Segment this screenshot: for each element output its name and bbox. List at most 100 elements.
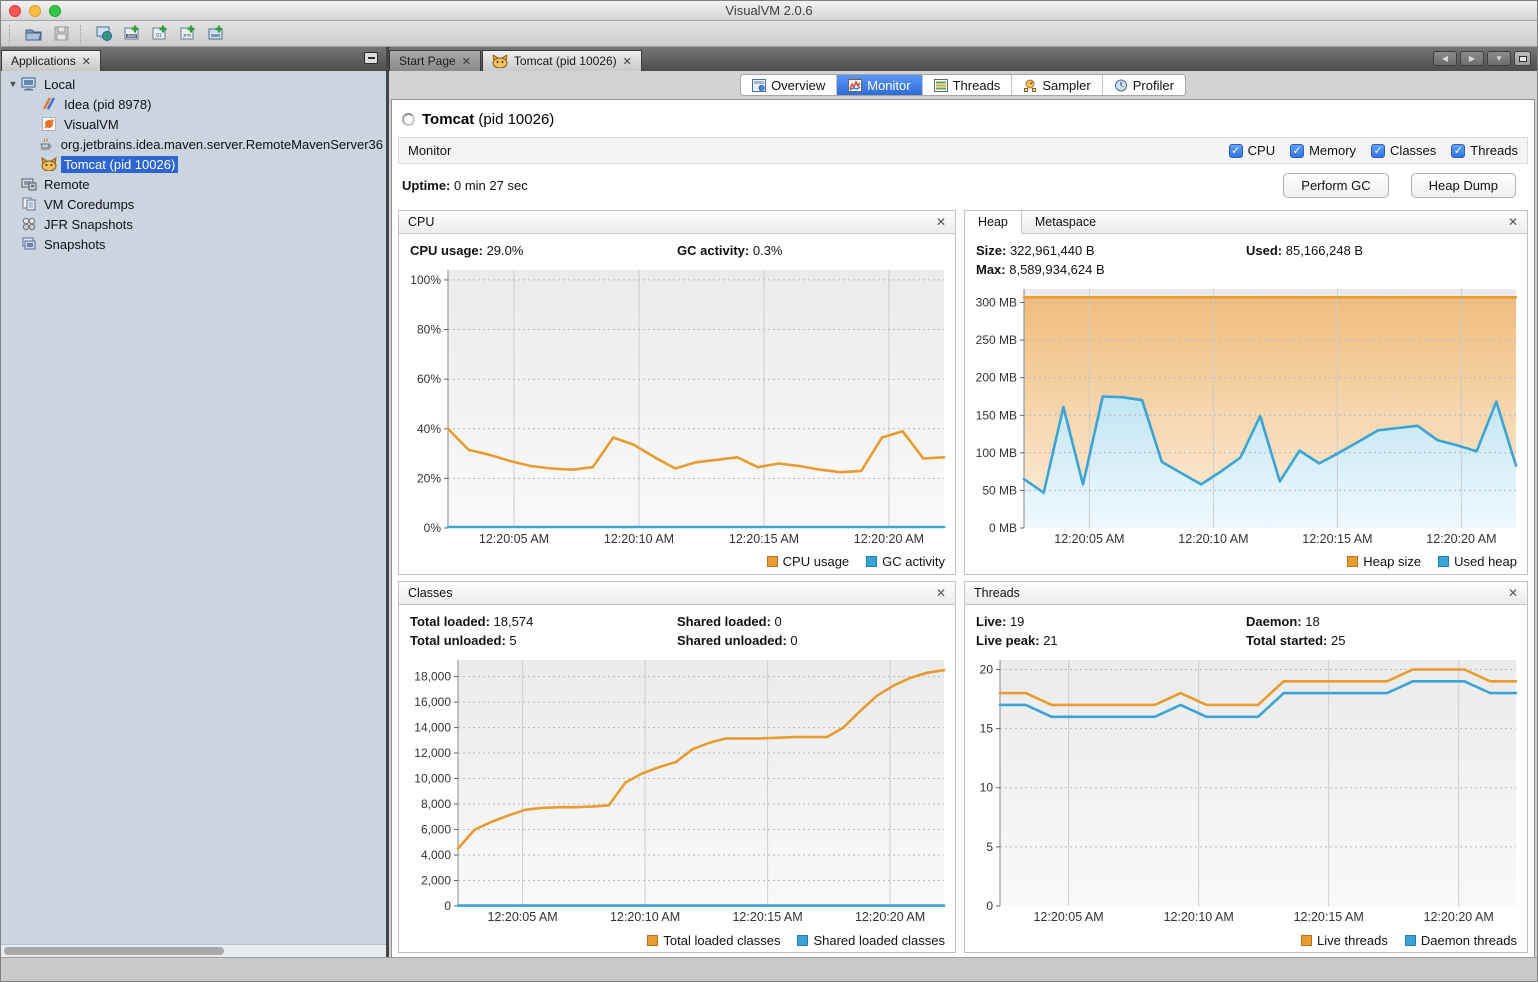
view-switcher: i Overview Monitor Threads Sampler: [740, 74, 1186, 96]
tab-strip-row: Applications ✕ Start Page ✕ Tomcat (pid …: [1, 47, 1537, 71]
tree-item-tomcat[interactable]: Tomcat (pid 10026): [1, 154, 386, 174]
tab-label: Start Page: [399, 54, 456, 68]
close-icon[interactable]: ✕: [1507, 215, 1518, 229]
legend-item: Heap size: [1347, 554, 1421, 569]
svg-text:12:20:05 AM: 12:20:05 AM: [1054, 532, 1124, 546]
checkbox-checked-icon[interactable]: [1290, 143, 1305, 158]
open-file-button[interactable]: [22, 24, 44, 44]
checkbox-classes[interactable]: Classes: [1371, 143, 1436, 158]
close-icon[interactable]: ✕: [935, 585, 946, 600]
heap-dump-button[interactable]: Heap Dump: [1410, 173, 1516, 198]
close-icon[interactable]: ✕: [461, 55, 471, 68]
svg-text:12:20:10 AM: 12:20:10 AM: [610, 910, 680, 924]
sidebar-horizontal-scrollbar[interactable]: [1, 944, 386, 957]
tab-label: Sampler: [1042, 77, 1091, 93]
legend-swatch-icon: [647, 934, 659, 946]
expander-icon[interactable]: ▼: [8, 79, 18, 89]
panel-title: CPU: [408, 215, 435, 229]
sampler-icon: [1024, 79, 1037, 92]
perform-gc-button[interactable]: Perform GC: [1283, 173, 1389, 198]
visualvm-icon: [40, 116, 57, 132]
add-local-process-button[interactable]: 01: [149, 24, 171, 44]
svg-text:12:20:05 AM: 12:20:05 AM: [487, 910, 557, 924]
threads-panel: Threads ✕ Live: 19 Daemon: 18 Live peak:…: [964, 580, 1528, 953]
tab-metaspace[interactable]: Metaspace: [1034, 215, 1097, 229]
tree-item-snapshots[interactable]: Snapshots: [1, 234, 386, 254]
scrollbar-thumb[interactable]: [4, 947, 224, 955]
maximize-tab-button[interactable]: [1514, 51, 1531, 66]
close-icon[interactable]: ✕: [81, 55, 91, 68]
tree-item-label: Local: [44, 76, 76, 92]
checkbox-memory[interactable]: Memory: [1290, 143, 1356, 158]
stat-live: Live: 19: [976, 613, 1025, 629]
tree-item-label-selected: Tomcat (pid 10026): [61, 155, 179, 173]
tab-list-dropdown-button[interactable]: ▼: [1487, 51, 1511, 66]
checkbox-checked-icon[interactable]: [1451, 143, 1466, 158]
svg-text:8,000: 8,000: [421, 797, 451, 811]
close-icon[interactable]: ✕: [622, 55, 632, 68]
close-icon[interactable]: ✕: [935, 215, 946, 229]
threads-legend: Live threads Daemon threads: [965, 928, 1527, 952]
legend-item: Shared loaded classes: [797, 933, 945, 948]
scroll-tabs-right-button[interactable]: ▶: [1460, 51, 1484, 66]
checkbox-cpu[interactable]: CPU: [1228, 143, 1275, 158]
svg-text:12:20:20 AM: 12:20:20 AM: [854, 532, 924, 546]
svg-text:01: 01: [156, 33, 162, 39]
svg-text:10,000: 10,000: [414, 771, 451, 785]
tree-item-local[interactable]: ▼ Local: [1, 74, 386, 94]
page-title-row: Tomcat (pid 10026): [392, 100, 1534, 134]
add-remote-host-button[interactable]: [93, 24, 115, 44]
minimize-panel-icon[interactable]: [364, 52, 378, 64]
svg-text:5: 5: [986, 840, 993, 854]
heap-chart: 0 MB 50 MB 100 MB 150 MB 200 MB 250 MB 300 MB 1…: [968, 283, 1524, 550]
tab-start-page[interactable]: Start Page ✕: [389, 50, 481, 71]
tree-item-label: JFR Snapshots: [44, 216, 133, 232]
tree-item-vm-coredumps[interactable]: VM Coredumps: [1, 194, 386, 214]
scroll-tabs-left-button[interactable]: ◀: [1433, 51, 1457, 66]
sidebar-tab-strip: Applications ✕: [1, 47, 389, 71]
add-jfr-icon: JFR: [180, 25, 194, 40]
toolbar-separator: [80, 24, 85, 43]
spinner-icon: [402, 113, 415, 126]
tab-applications[interactable]: Applications ✕: [1, 50, 101, 71]
tree-item-remote[interactable]: Remote: [1, 174, 386, 194]
zoom-window-button[interactable]: [49, 5, 61, 17]
checkbox-threads[interactable]: Threads: [1451, 143, 1518, 158]
tree-item-label: org.jetbrains.idea.maven.server.RemoteMa…: [60, 136, 383, 152]
java-icon: [37, 136, 54, 152]
svg-text:18,000: 18,000: [414, 669, 451, 683]
tree-item-maven-server[interactable]: org.jetbrains.idea.maven.server.RemoteMa…: [1, 134, 386, 154]
svg-text:12,000: 12,000: [414, 746, 451, 760]
svg-text:20%: 20%: [417, 471, 441, 485]
tab-monitor[interactable]: Monitor: [836, 75, 922, 95]
title-bar: VisualVM 2.0.6: [1, 1, 1537, 21]
classes-chart: 0 2,000 4,000 6,000 8,000 10,000 12,000 14,000 1…: [402, 654, 952, 928]
tree-item-visualvm[interactable]: VisualVM: [1, 114, 386, 134]
checkbox-checked-icon[interactable]: [1371, 143, 1386, 158]
add-snapshot-button[interactable]: [205, 24, 227, 44]
legend-swatch-icon: [866, 556, 878, 568]
tab-heap[interactable]: Heap: [965, 211, 1022, 234]
add-jmx-connection-button[interactable]: JMX: [121, 24, 143, 44]
tab-scroll-controls: ◀ ▶ ▼: [1433, 51, 1531, 66]
stat-shared-loaded: Shared loaded: 0: [677, 613, 782, 629]
save-button[interactable]: [50, 24, 72, 44]
tree-item-jfr-snapshots[interactable]: JFR Snapshots: [1, 214, 386, 234]
svg-text:0%: 0%: [424, 521, 442, 535]
cpu-stats: CPU usage: 29.0% GC activity: 0.3%: [399, 234, 955, 262]
close-window-button[interactable]: [9, 5, 21, 17]
tab-profiler[interactable]: Profiler: [1101, 75, 1185, 95]
monitor-content: Tomcat (pid 10026) Monitor CPU Memory Cl…: [391, 99, 1535, 957]
add-jfr-snapshot-button[interactable]: JFR: [177, 24, 199, 44]
tab-tomcat[interactable]: Tomcat (pid 10026) ✕: [481, 50, 642, 71]
profiler-icon: [1114, 79, 1127, 91]
view-switcher-row: i Overview Monitor Threads Sampler: [389, 71, 1537, 99]
window-title: VisualVM 2.0.6: [725, 3, 813, 18]
close-icon[interactable]: ✕: [1507, 585, 1518, 600]
tree-item-idea[interactable]: Idea (pid 8978): [1, 94, 386, 114]
tab-sampler[interactable]: Sampler: [1011, 75, 1102, 95]
tab-threads[interactable]: Threads: [921, 75, 1012, 95]
minimize-window-button[interactable]: [29, 5, 41, 17]
checkbox-checked-icon[interactable]: [1228, 143, 1243, 158]
tab-overview[interactable]: i Overview: [741, 75, 837, 95]
